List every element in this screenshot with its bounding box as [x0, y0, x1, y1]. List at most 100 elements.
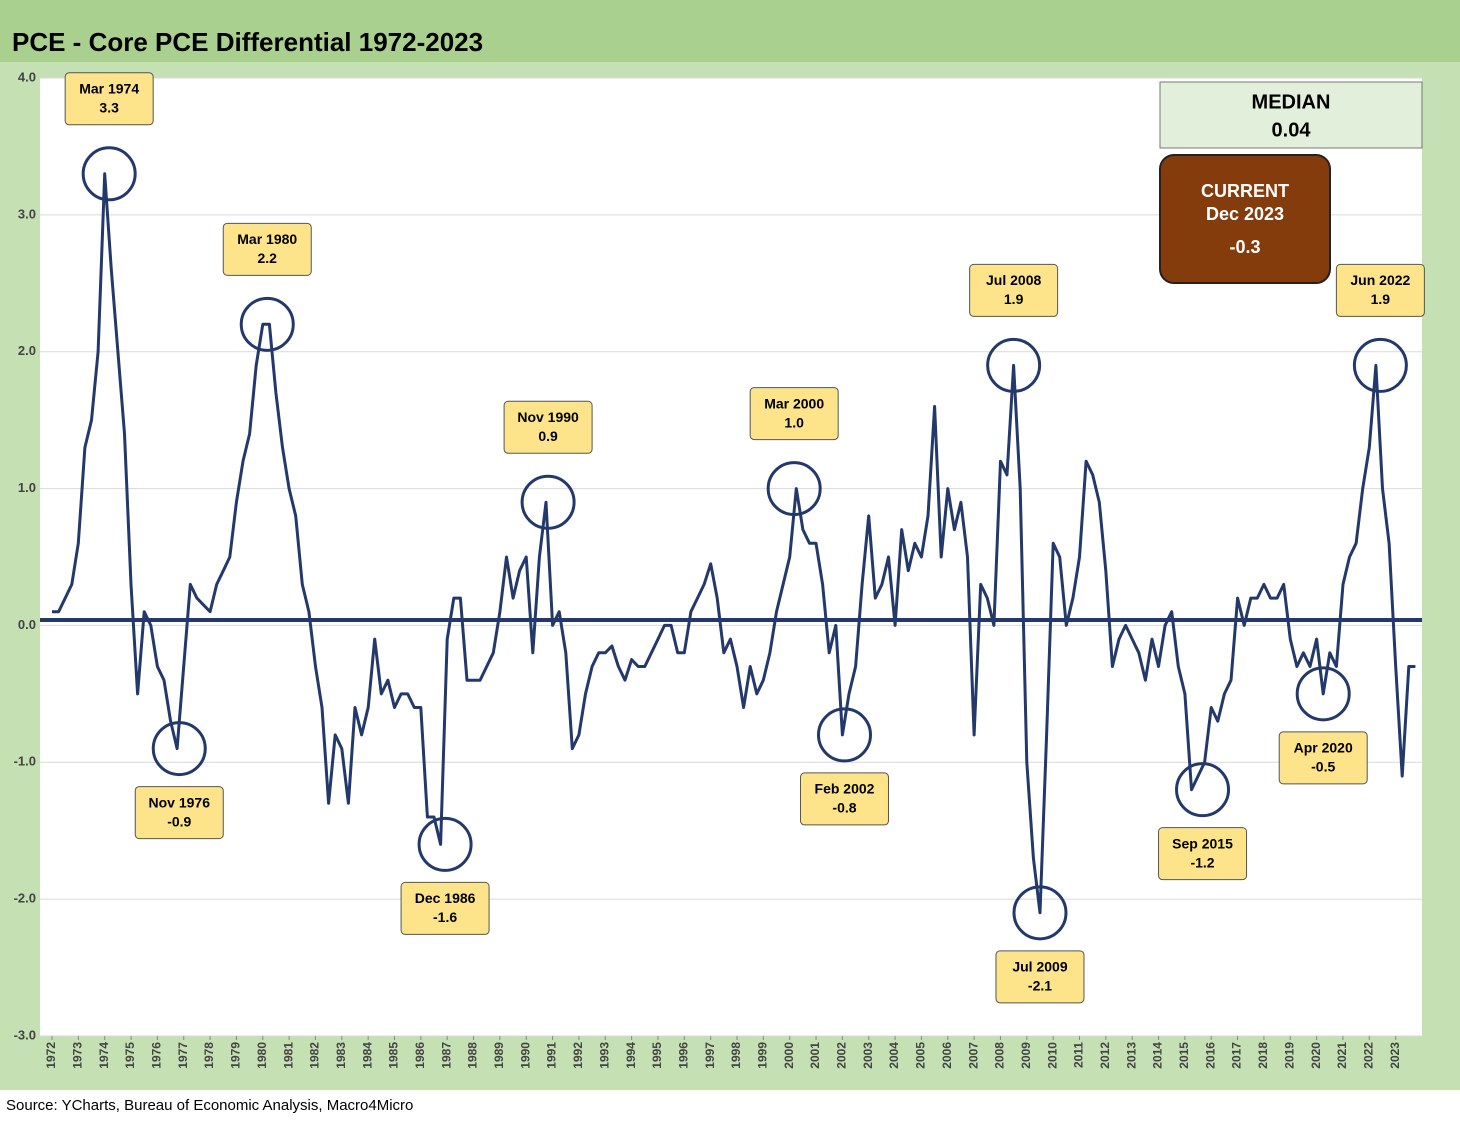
x-tick-label: 1986: [413, 1042, 427, 1069]
annotation-date: Feb 2002: [815, 781, 875, 797]
x-tick-label: 1982: [308, 1042, 322, 1069]
x-tick-label: 1983: [334, 1042, 348, 1069]
x-tick-label: 1996: [676, 1042, 690, 1069]
annotation-box: [995, 950, 1085, 1004]
x-tick-label: 2003: [861, 1042, 875, 1069]
x-tick-label: 2005: [914, 1042, 928, 1069]
x-tick-label: 1988: [466, 1042, 480, 1069]
x-tick-label: 1992: [571, 1042, 585, 1069]
y-tick-label: 1.0: [18, 480, 36, 495]
annotation-date: Mar 1974: [79, 81, 139, 97]
x-tick-label: 1984: [360, 1042, 374, 1069]
x-tick-label: 1997: [703, 1042, 717, 1069]
y-tick-label: -1.0: [14, 754, 36, 769]
current-value: -0.3: [1229, 237, 1260, 257]
annotation-date: Nov 1976: [149, 794, 211, 810]
annotation-date: Jun 2022: [1350, 272, 1410, 288]
annotation-circle: [81, 146, 137, 202]
x-tick-label: 2000: [782, 1042, 796, 1069]
x-tick-label: 1999: [756, 1042, 770, 1069]
x-tick-label: 1987: [439, 1042, 453, 1069]
annotation-value: 1.9: [1004, 291, 1024, 307]
median-box: [1159, 81, 1423, 149]
y-tick-label: 4.0: [18, 69, 36, 84]
annotation-value: 1.0: [784, 414, 804, 430]
annotation-value: -0.8: [832, 800, 856, 816]
annotation-date: Dec 1986: [415, 890, 476, 906]
annotation-box: [799, 772, 889, 826]
x-tick-label: 1972: [44, 1042, 58, 1069]
x-tick-label: 2022: [1361, 1042, 1375, 1069]
x-tick-label: 2015: [1177, 1042, 1191, 1069]
annotation-value: 3.3: [99, 100, 119, 116]
annotation-value: -1.2: [1190, 854, 1214, 870]
x-tick-label: 2011: [1072, 1042, 1086, 1068]
x-tick-label: 2019: [1282, 1042, 1296, 1069]
annotation-box: [64, 72, 154, 126]
annotation-box: [222, 222, 312, 276]
annotation-circle: [1295, 666, 1351, 722]
x-tick-label: 2023: [1388, 1042, 1402, 1069]
annotation-value: 0.9: [538, 428, 558, 444]
x-tick-label: 2006: [940, 1042, 954, 1069]
annotation-circle: [1012, 885, 1068, 941]
y-tick-label: 0.0: [18, 617, 36, 632]
annotation-value: 1.9: [1371, 291, 1391, 307]
x-tick-label: 1981: [281, 1042, 295, 1069]
y-tick-label: -3.0: [14, 1027, 36, 1042]
x-tick-label: 1980: [255, 1042, 269, 1069]
annotation-value: 2.2: [258, 250, 278, 266]
x-tick-label: 1985: [387, 1042, 401, 1069]
median-label: MEDIAN: [1252, 91, 1331, 113]
annotation-box: [1158, 827, 1248, 881]
x-tick-label: 1974: [97, 1042, 111, 1069]
annotation-circle: [816, 707, 872, 763]
annotation-circle: [520, 474, 576, 530]
annotation-date: Nov 1990: [517, 409, 579, 425]
y-tick-label: 2.0: [18, 343, 36, 358]
annotation-box: [1278, 731, 1368, 785]
x-tick-label: 1994: [624, 1042, 638, 1069]
x-tick-label: 1993: [597, 1042, 611, 1069]
x-tick-label: 1977: [176, 1042, 190, 1069]
x-tick-label: 1979: [229, 1042, 243, 1069]
title-bar: [0, 0, 1460, 62]
current-date: Dec 2023: [1206, 204, 1284, 224]
current-box: [1159, 154, 1331, 284]
annotation-circle: [986, 337, 1042, 393]
x-tick-label: 1989: [492, 1042, 506, 1069]
x-tick-label: 1995: [650, 1042, 664, 1069]
annotation-date: Jul 2008: [986, 272, 1041, 288]
current-label: CURRENT: [1201, 181, 1289, 201]
annotation-value: -2.1: [1028, 978, 1052, 994]
annotation-circle: [766, 461, 822, 517]
annotation-date: Mar 1980: [237, 231, 297, 247]
annotation-value: -0.9: [167, 813, 191, 829]
annotation-circle: [151, 721, 207, 777]
x-tick-label: 2021: [1335, 1042, 1349, 1069]
x-tick-label: 1973: [71, 1042, 85, 1069]
x-tick-label: 2018: [1256, 1042, 1270, 1069]
x-tick-label: 2007: [966, 1042, 980, 1069]
x-tick-label: 2010: [1045, 1042, 1059, 1069]
y-tick-label: -2.0: [14, 891, 36, 906]
median-value: 0.04: [1272, 119, 1312, 141]
x-tick-label: 1998: [729, 1042, 743, 1069]
series-line: [52, 172, 1416, 915]
x-tick-label: 1978: [202, 1042, 216, 1069]
annotation-date: Sep 2015: [1172, 835, 1233, 851]
x-tick-label: 2014: [1151, 1042, 1165, 1069]
annotation-box: [1335, 263, 1425, 317]
annotation-box: [400, 881, 490, 935]
x-tick-label: 2013: [1124, 1042, 1138, 1069]
x-tick-label: 1990: [518, 1042, 532, 1069]
annotation-circle: [1175, 762, 1231, 818]
chart-title: PCE - Core PCE Differential 1972-2023: [12, 27, 483, 57]
x-tick-label: 1976: [150, 1042, 164, 1069]
source: Source: YCharts, Bureau of Economic Anal…: [6, 1097, 413, 1114]
x-tick-label: 2004: [887, 1042, 901, 1069]
x-tick-label: 2009: [1019, 1042, 1033, 1069]
x-tick-label: 2008: [993, 1042, 1007, 1069]
x-tick-label: 1991: [545, 1042, 559, 1069]
